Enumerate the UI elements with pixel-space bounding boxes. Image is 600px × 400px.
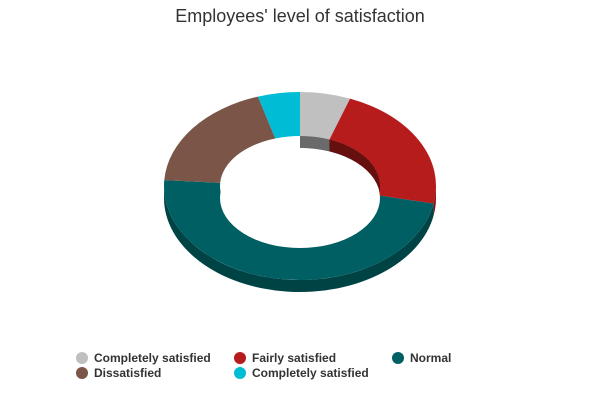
legend-swatch — [76, 367, 88, 379]
legend-swatch — [76, 352, 88, 364]
legend-label: Normal — [410, 351, 452, 365]
slice-inner-wall-shadow — [300, 136, 330, 152]
donut-hole — [220, 148, 380, 248]
legend-label: Completely satisfied — [252, 366, 369, 380]
legend-swatch — [234, 352, 246, 364]
legend-swatch — [392, 352, 404, 364]
chart-title: Employees' level of satisfaction — [175, 6, 425, 26]
legend-item-completely-satisfied[interactable]: Completely satisfied — [76, 351, 211, 365]
legend-item-fairly-satisfied[interactable]: Fairly satisfied — [234, 351, 336, 365]
legend-label: Completely satisfied — [94, 351, 211, 365]
slice-inner-wall-shadow — [329, 139, 380, 198]
donut-slice — [300, 92, 351, 140]
slice-side-wall — [433, 186, 436, 216]
legend-item-completely-satisfied-2[interactable]: Completely satisfied — [234, 366, 369, 380]
donut-slice — [164, 96, 276, 183]
donut-slice — [257, 92, 300, 139]
legend-label: Dissatisfied — [94, 366, 162, 380]
legend-item-normal[interactable]: Normal — [392, 351, 451, 365]
donut-slice — [329, 98, 436, 204]
legend-item-dissatisfied[interactable]: Dissatisfied — [76, 366, 161, 380]
legend-label: Fairly satisfied — [252, 351, 337, 365]
donut-slice — [163, 180, 434, 281]
legend-swatch — [234, 367, 246, 379]
